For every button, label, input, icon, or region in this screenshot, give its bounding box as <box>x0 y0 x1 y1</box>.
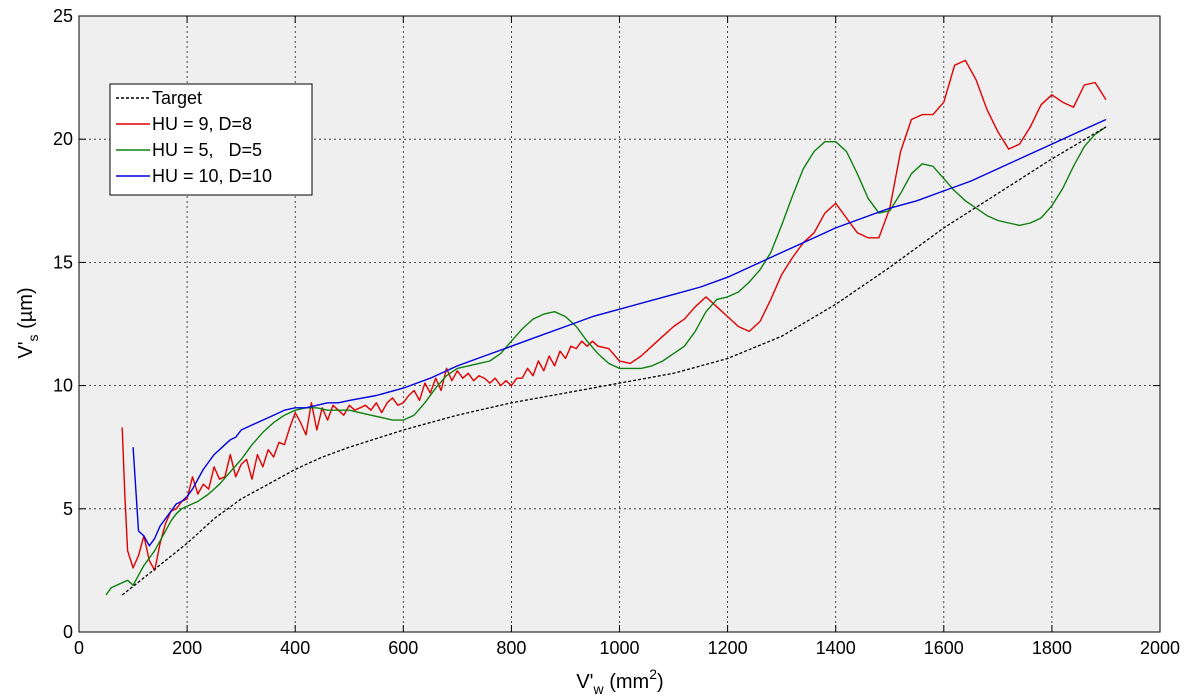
x-tick-label: 1400 <box>816 638 856 658</box>
x-tick-label: 1000 <box>599 638 639 658</box>
y-axis-label: V's (µm) <box>15 287 41 358</box>
y-tick-label: 0 <box>63 622 73 642</box>
legend: Target HU = 9, D=8 HU = 5, D=5 HU = 10, D=1… <box>109 83 313 196</box>
legend-label: HU = 10, D=10 <box>152 166 272 186</box>
x-tick-label: 0 <box>74 638 84 658</box>
x-axis-label-sub: w <box>593 681 605 696</box>
x-tick-label: 200 <box>172 638 202 658</box>
y-tick-label: 20 <box>53 129 73 149</box>
series-line-2 <box>105 126 1107 596</box>
x-axis-label-close: ) <box>657 671 664 693</box>
x-tick-label: 800 <box>496 638 526 658</box>
legend-label: HU = 9, D=8 <box>152 114 252 134</box>
x-tick-label: 1800 <box>1032 638 1072 658</box>
x-tick-label: 1600 <box>924 638 964 658</box>
ticks <box>78 15 1161 633</box>
x-axis-label-sup: 2 <box>649 666 657 682</box>
legend-entries: Target HU = 9, D=8 HU = 5, D=5 HU = 10, D=1… <box>116 88 272 186</box>
series-layer <box>105 59 1107 596</box>
x-tick-label: 400 <box>280 638 310 658</box>
y-axis-label-unit: (µm) <box>15 287 37 334</box>
x-tick-label: 1200 <box>708 638 748 658</box>
tick-labels: 0 200 400 600 800 1000 1200 1400 1600 1800 2000 0 5 1… <box>53 6 1180 658</box>
y-axis-label-main: V' <box>15 341 37 358</box>
y-tick-label: 5 <box>63 499 73 519</box>
legend-label: HU = 5, D=5 <box>152 140 262 160</box>
y-tick-label: 15 <box>53 252 73 272</box>
y-tick-label: 10 <box>53 376 73 396</box>
x-tick-label: 600 <box>388 638 418 658</box>
x-axis-label-unit: (mm <box>604 671 650 693</box>
x-axis-label: V'w (mm2) <box>576 666 663 696</box>
series-line-1 <box>121 59 1107 572</box>
series-line-0 <box>121 126 1107 596</box>
series-line-3 <box>132 118 1107 547</box>
legend-label: Target <box>152 88 202 108</box>
y-tick-label: 25 <box>53 6 73 26</box>
y-axis-label-sub: s <box>25 334 41 341</box>
x-tick-label: 2000 <box>1140 638 1180 658</box>
x-axis-label-main: V' <box>576 671 593 693</box>
